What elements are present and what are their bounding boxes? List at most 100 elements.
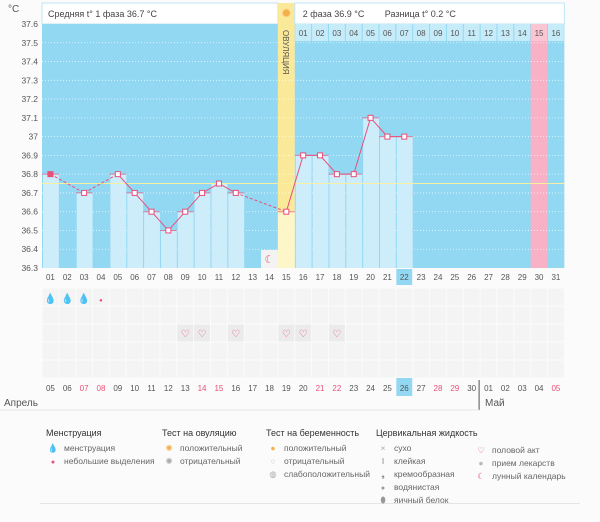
date-label: 08 [97, 384, 106, 393]
sun-icon [281, 8, 291, 18]
cycle-day-label: 10 [198, 273, 207, 282]
symptom-cell [396, 360, 413, 378]
symptom-cell [548, 324, 564, 342]
symptom-cell [312, 288, 328, 306]
symptom-cell [42, 306, 59, 324]
symptom-cell [109, 342, 126, 360]
symptom-cell [379, 324, 396, 342]
date-label: 26 [400, 384, 409, 393]
creamy-icon: ❟ [381, 469, 385, 479]
temp-point [215, 180, 222, 187]
drop-icon: ● [50, 459, 56, 466]
symptom-cell [59, 306, 76, 324]
temp-point [165, 227, 172, 234]
symptom-cell [430, 342, 446, 360]
symptom-cell [446, 360, 463, 378]
symptom-cell [93, 360, 109, 378]
intercourse-cell [227, 324, 244, 342]
legend-menstruation: Менструация 💧 менструация ● небольшие выде… [46, 428, 155, 468]
symptom-cell [59, 288, 76, 306]
symptom-cell [244, 324, 261, 342]
symptom-cell [497, 342, 514, 360]
test-positive-icon: ● [270, 443, 276, 453]
temp-bar [363, 117, 379, 268]
test-weak-icon: ◍ [269, 469, 277, 479]
symptom-cell [59, 360, 76, 378]
symptom-cell [531, 324, 547, 342]
y-tick-label: 36.8 [21, 169, 38, 179]
legend-label: яичный белок [394, 495, 449, 505]
cycle-day-label: 11 [215, 273, 224, 282]
symptom-cell [42, 342, 59, 360]
symptom-cell [480, 306, 497, 324]
moon-icon: ☾ [477, 471, 485, 481]
temp-bar [144, 211, 160, 268]
symptom-cell [143, 306, 160, 324]
cycle-day-label: 08 [164, 273, 173, 282]
temp-bar [396, 136, 413, 268]
spotting-icon: ● [99, 298, 103, 304]
temp-difference: Разница t° 0.2 °C [385, 9, 457, 19]
temp-bar [346, 174, 363, 268]
temp-point [199, 189, 206, 196]
temp-point [401, 133, 408, 140]
phase1-average: Средняя t° 1 фаза 36.7 °C [48, 9, 157, 19]
temp-bar [76, 192, 93, 268]
symptom-cell [93, 342, 109, 360]
cycle-day-label: 09 [434, 29, 443, 38]
cycle-day-label: 02 [63, 273, 72, 282]
symptom-cell [160, 288, 177, 306]
cycle-day-cell [312, 24, 328, 41]
legend-title: Менструация [46, 428, 102, 438]
symptom-cell [194, 360, 210, 378]
cycle-day-cell [413, 24, 430, 41]
symptom-cell [548, 306, 564, 324]
dry-icon: × [380, 443, 386, 453]
temp-line [168, 211, 186, 231]
phase2-average: 2 фаза 36.9 °C [303, 9, 365, 19]
symptom-cell [497, 306, 514, 324]
symptom-cell [59, 324, 76, 342]
symptom-cell [211, 288, 227, 306]
symptom-cell [177, 360, 194, 378]
date-label: 18 [265, 384, 274, 393]
symptom-cell [480, 324, 497, 342]
y-tick-label: 36.7 [21, 188, 38, 198]
legend-ovulation-test: Тест на овуляцию ✺ положительный ✺ отрицат… [162, 428, 242, 468]
cycle-day-label: 07 [147, 273, 156, 282]
temp-point [148, 208, 155, 215]
symptom-cell [446, 306, 463, 324]
cycle-day-label: 13 [501, 29, 510, 38]
heart-icon: ♡ [231, 329, 240, 340]
y-tick-label: 36.5 [21, 225, 38, 235]
symptom-cell [244, 342, 261, 360]
date-label: 12 [164, 384, 173, 393]
expected-period-column [530, 24, 548, 268]
symptom-cell [126, 306, 143, 324]
cycle-day-cell [295, 24, 312, 41]
symptom-cell [497, 360, 514, 378]
symptom-cell [413, 288, 430, 306]
symptom-cell [362, 342, 379, 360]
symptom-cell [261, 342, 278, 360]
y-tick-label: 37.1 [21, 113, 38, 123]
symptom-cell [143, 324, 160, 342]
symptom-cell [42, 288, 59, 306]
cycle-day-label: 04 [97, 273, 106, 282]
cycle-day-label: 16 [551, 29, 560, 38]
symptom-cell [295, 342, 312, 360]
symptom-cell [76, 288, 93, 306]
cycle-day-label: 12 [484, 29, 493, 38]
cycle-day-cell [548, 24, 564, 41]
cycle-day-label: 01 [46, 273, 55, 282]
symptom-cell [328, 360, 345, 378]
date-label: 29 [450, 384, 459, 393]
date-label: 02 [501, 384, 510, 393]
temp-bar [177, 211, 194, 268]
temp-bar [228, 192, 245, 268]
symptom-cell [514, 342, 531, 360]
symptom-cell [463, 324, 480, 342]
cycle-day-cell [463, 24, 480, 41]
legend-pregnancy-test: Тест на беременность ● положительный ○ отр… [266, 428, 370, 481]
